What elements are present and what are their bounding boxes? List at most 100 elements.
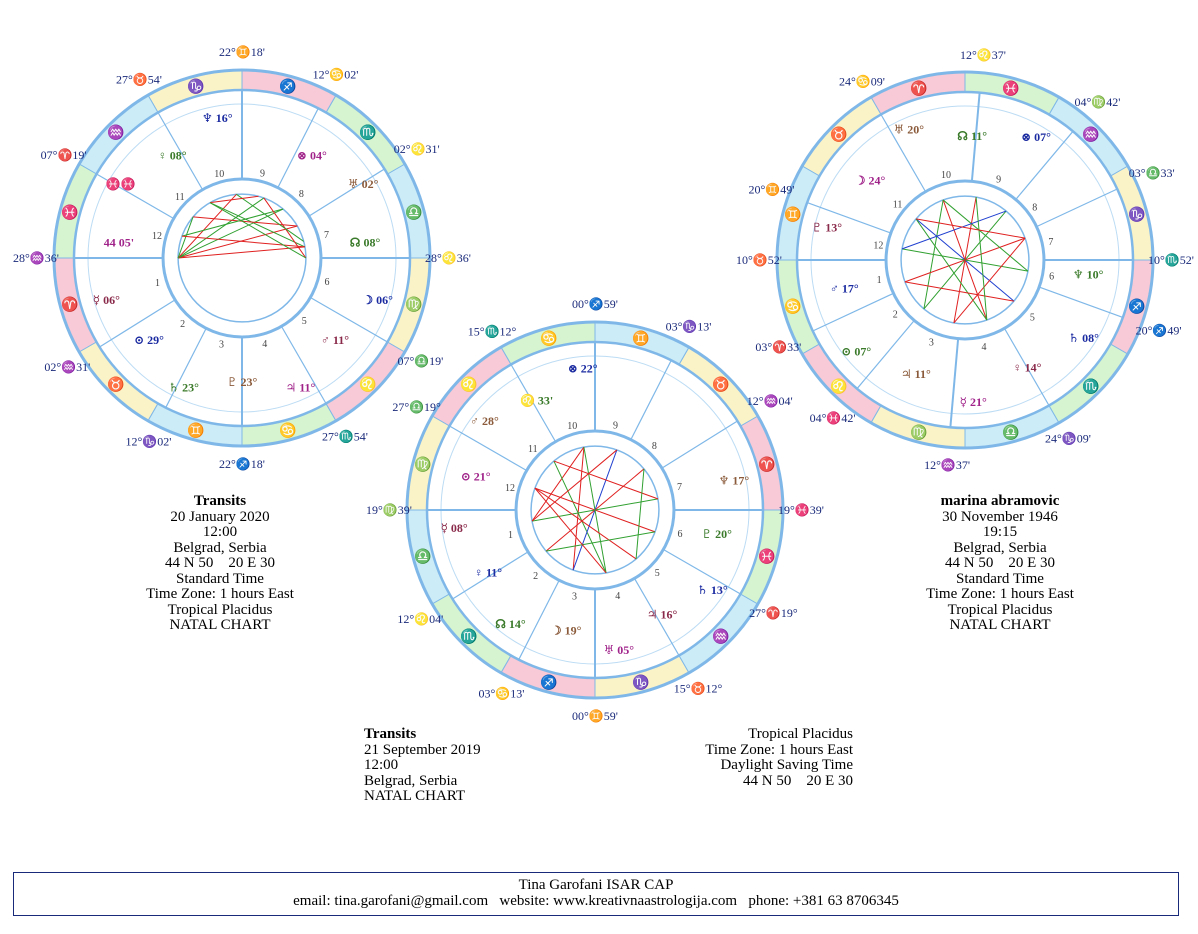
chart-wheel-left: ♈♉♊ ♋♌♍♎♏♐♑♒♓123 45678910111228°♒36'02°♒31… — [13, 45, 471, 471]
aspect-line — [915, 218, 988, 321]
sign-glyph-icon: ♑ — [632, 674, 649, 691]
cusp-label: 15°♉12° — [674, 681, 723, 695]
sign-glyph-icon: ♏ — [460, 628, 477, 645]
cusp-label: 03°♎33' — [1129, 166, 1175, 180]
chart-date: 30 November 1946 — [942, 508, 1058, 525]
house-number: 11 — [893, 199, 903, 210]
chart-time: 12:00 — [364, 757, 399, 773]
sign-glyph-icon: ♋ — [279, 422, 296, 439]
chart-house-system: Tropical Placidus — [167, 601, 273, 618]
aspect-line — [177, 225, 298, 259]
sign-glyph-icon: ♈ — [61, 296, 78, 313]
house-number: 7 — [324, 230, 329, 241]
aspect-line — [545, 531, 656, 552]
cusp-label: 04°♍42' — [1074, 95, 1120, 109]
cusp-label: 28°♌36' — [425, 251, 471, 265]
house-number: 11 — [528, 444, 538, 455]
house-cusp-line — [310, 296, 388, 343]
cusp-label: 12°♑02' — [126, 435, 172, 449]
house-cusp-line — [856, 320, 915, 390]
house-number: 5 — [1030, 313, 1035, 324]
sign-glyph-icon: ♍ — [405, 296, 422, 313]
planet-label: ☽ 06° — [362, 293, 393, 307]
aspect-line — [975, 197, 988, 321]
aspect-line — [181, 208, 284, 237]
chart-place: Belgrad, Serbia — [364, 772, 458, 789]
cusp-label: 27°♉54' — [116, 73, 162, 87]
house-cusp-line — [633, 578, 680, 656]
planet-label: ♅ 20° — [893, 123, 924, 137]
cusp-label: 20°♐49' — [1136, 323, 1182, 337]
planet-label: ♃ 11° — [285, 380, 315, 394]
cusp-label: 03°♑13' — [666, 319, 712, 333]
house-number: 9 — [996, 175, 1001, 186]
planet-label: ♇ 13° — [812, 220, 843, 234]
aspect-line — [531, 449, 618, 522]
aspect-line — [177, 193, 237, 259]
house-number: 4 — [262, 339, 267, 350]
house-number: 7 — [677, 482, 682, 493]
house-number: 6 — [1049, 271, 1054, 282]
cusp-label: 28°♒36' — [13, 251, 59, 265]
sign-glyph-icon: ♌ — [359, 376, 376, 393]
chart-coords: 44 N 50 20 E 30 — [743, 772, 853, 789]
footer-name: Tina Garofani ISAR CAP — [518, 877, 674, 893]
sign-glyph-icon: ♒ — [1082, 126, 1099, 143]
house-number: 1 — [155, 278, 160, 289]
aspect-line — [177, 216, 194, 259]
cusp-label: 15°♏12° — [468, 325, 517, 339]
house-number: 5 — [302, 316, 307, 327]
cusp-label: 22°♐18' — [219, 457, 265, 471]
sign-glyph-icon: ♎ — [414, 548, 431, 565]
footer-credits: Tina Garofani ISAR CAP email: tina.garof… — [13, 872, 1179, 916]
planet-label: ☿ 21° — [960, 395, 987, 409]
cusp-label: 12°♌04' — [397, 612, 443, 626]
sign-glyph-icon: ♎ — [1002, 424, 1019, 441]
house-cusp-line — [518, 580, 560, 660]
chart-time: 12:00 — [202, 524, 238, 540]
house-number: 4 — [615, 591, 620, 602]
planet-label: ♃ 16° — [647, 607, 678, 621]
cusp-label: 00°♊59' — [572, 709, 618, 723]
planet-label: ☿ 06° — [93, 293, 120, 307]
chart-date: 20 January 2020 — [170, 508, 270, 525]
cusp-label: 12°♋02' — [313, 67, 359, 81]
house-cusp-line — [1003, 328, 1050, 406]
chart-time-zone: Time Zone: 1 hours East — [705, 741, 853, 758]
house-cusp-line — [812, 292, 894, 332]
planet-label: ♄ 13° — [697, 583, 728, 597]
outer-ring — [775, 70, 1155, 450]
house-number: 3 — [929, 337, 934, 348]
house-number: 12 — [873, 241, 883, 252]
chart-info-middle-settings: Tropical Placidus Time Zone: 1 hours Eas… — [600, 726, 853, 789]
sign-glyph-icon: ♓ — [1002, 80, 1019, 97]
cusp-label: 19°♍39' — [366, 503, 412, 517]
house-number: 2 — [180, 319, 185, 330]
planet-label: ☽ 24° — [855, 173, 886, 187]
planet-label: ♓♓ — [106, 177, 136, 191]
planet-label: ⊙ 29° — [134, 333, 164, 347]
planet-label: ♀ 14° — [1013, 360, 1042, 374]
chart-title: Transits — [364, 726, 417, 742]
cusp-label: 27°♏54' — [322, 429, 368, 443]
chart-wheel-middle: ♈♉♊♋♌♍♎♏♐ ♑♒♓123 45678910111219°♍39'12°♌04… — [366, 297, 824, 723]
sign-glyph-icon: ♊ — [187, 422, 204, 439]
sign-glyph-icon: ♍ — [910, 424, 927, 441]
chart-time-zone: Time Zone: 1 hours East — [146, 586, 294, 602]
planet-label: ☊ 14° — [495, 617, 526, 631]
aspect-line — [209, 202, 306, 248]
house-number: 2 — [893, 310, 898, 321]
chart-wheel-right: ♈♉♊♋♌♍ ♎♏♐♑♒♓123 45678910111210°♉52'03°♈33… — [736, 48, 1194, 472]
chart-info-left: Transits 20 January 2020 12:00 Belgrad, … — [90, 493, 350, 634]
aspect-line — [534, 487, 637, 560]
aspect-line — [177, 208, 284, 259]
chart-time-zone: Time Zone: 1 hours East — [926, 586, 1074, 602]
chart-type: NATAL CHART — [169, 617, 271, 633]
house-cusp-line — [452, 551, 529, 600]
aspect-line — [209, 195, 259, 204]
aspect-line — [236, 193, 305, 242]
aspect-line — [178, 246, 305, 259]
house-cusp-line — [1036, 188, 1118, 228]
chart-house-system: Tropical Placidus — [947, 601, 1053, 618]
sign-glyph-icon: ♒ — [712, 628, 729, 645]
